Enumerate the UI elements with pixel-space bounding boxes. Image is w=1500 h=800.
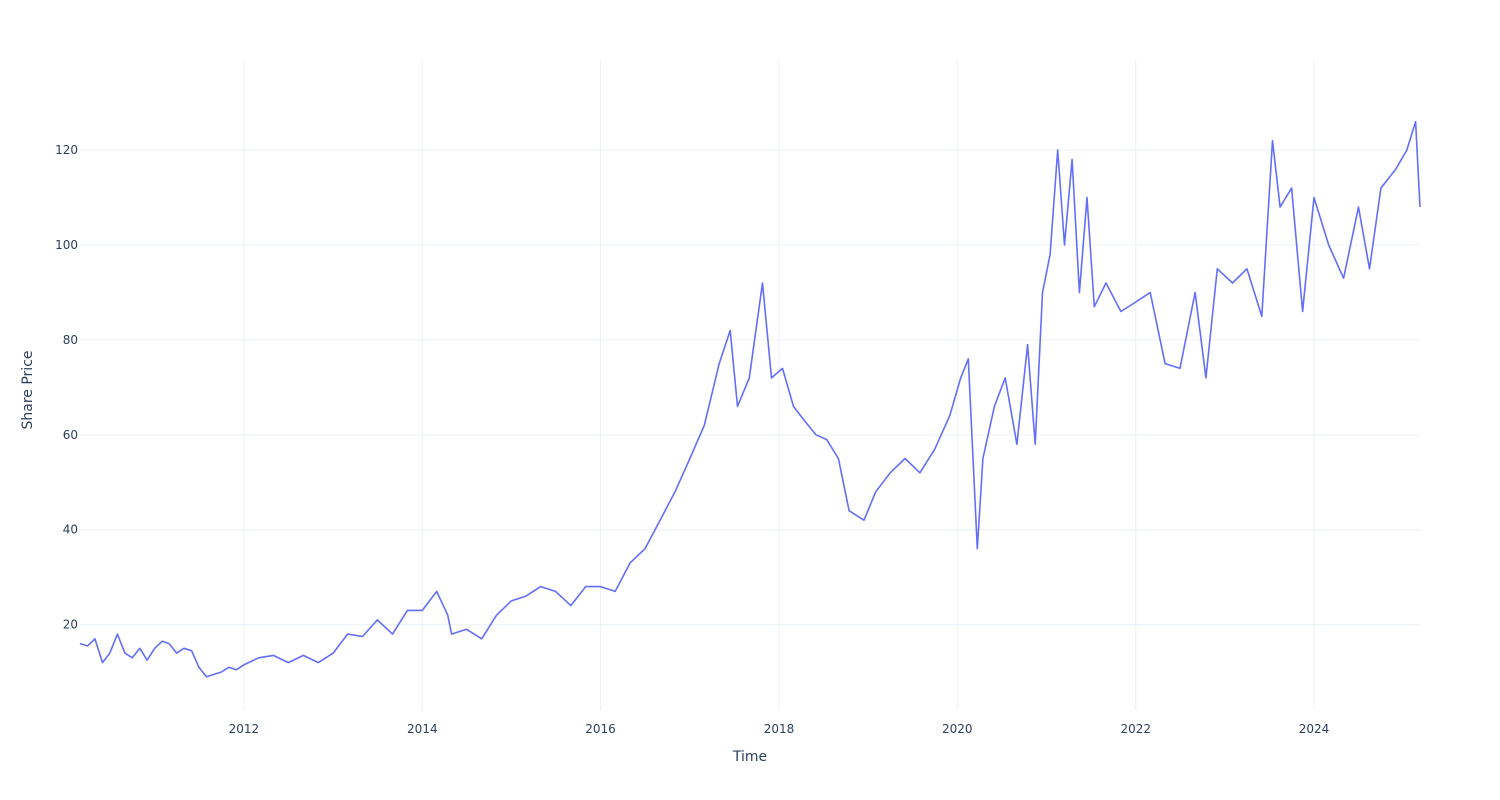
tick-labels: 2012 2014 2016 2018 2020 2022 2024 20 40 60 80 100 1… bbox=[55, 143, 1329, 736]
series-line-0 bbox=[79, 120, 1421, 678]
grid bbox=[80, 60, 1420, 710]
x-axis-title: Time bbox=[732, 749, 767, 765]
y-tick-label: 40 bbox=[63, 523, 78, 537]
x-tick-label: 2018 bbox=[764, 722, 795, 736]
x-tick-label: 2012 bbox=[229, 722, 260, 736]
x-tick-label: 2022 bbox=[1121, 722, 1152, 736]
y-tick-label: 80 bbox=[63, 333, 78, 347]
y-tick-label: 120 bbox=[55, 143, 78, 157]
x-tick-label: 2016 bbox=[585, 722, 616, 736]
y-tick-label: 60 bbox=[63, 428, 78, 442]
x-tick-label: 2024 bbox=[1299, 722, 1330, 736]
x-tick-label: 2014 bbox=[407, 722, 438, 736]
y-tick-label: 100 bbox=[55, 238, 78, 252]
series-layer bbox=[79, 120, 1421, 678]
x-tick-label: 2020 bbox=[942, 722, 973, 736]
y-tick-label: 20 bbox=[63, 618, 78, 632]
y-axis-title: Share Price bbox=[20, 350, 36, 429]
